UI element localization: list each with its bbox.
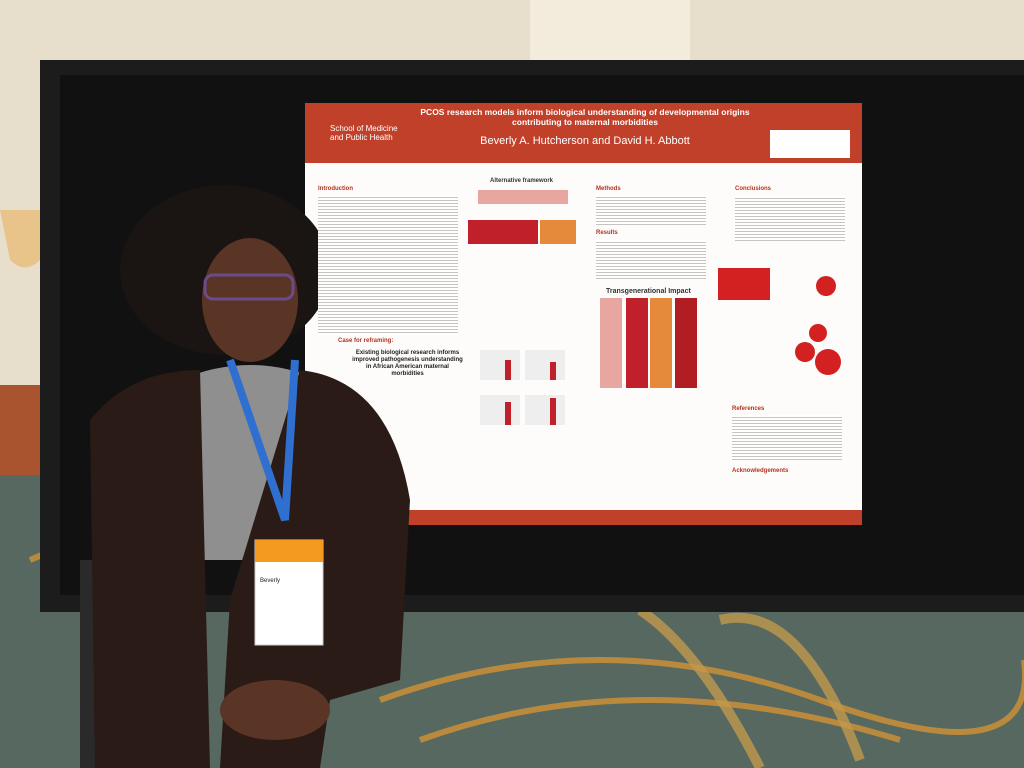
text-block xyxy=(318,195,458,335)
text-block xyxy=(735,196,845,241)
section-heading: References xyxy=(732,406,765,412)
poster-header xyxy=(305,103,862,163)
framework-figure xyxy=(468,190,576,244)
badge-name: Beverly xyxy=(260,578,281,584)
transgenerational-figure xyxy=(600,298,697,388)
institution: School of Medicine and Public Health xyxy=(330,124,398,143)
callout-text: Existing biological research informs imp… xyxy=(352,350,463,377)
pillar xyxy=(530,0,690,70)
section-heading: Results xyxy=(596,230,618,236)
conclusion-figure xyxy=(718,268,841,375)
carpet-pattern xyxy=(637,605,865,768)
text-block xyxy=(732,415,842,460)
poster-authors: Beverly A. Hutcherson and David H. Abbot… xyxy=(480,135,690,147)
section-heading: Case for reframing: xyxy=(338,338,394,344)
section-heading: Acknowledgements xyxy=(732,468,789,474)
text-block xyxy=(596,195,706,225)
section-heading: Introduction xyxy=(318,186,353,192)
wall-lamp xyxy=(0,210,50,268)
person xyxy=(90,185,410,768)
program-logo xyxy=(770,130,850,158)
results-charts xyxy=(480,350,565,425)
text-block xyxy=(596,240,706,280)
section-heading: Transgenerational Impact xyxy=(606,288,691,295)
section-heading: Alternative framework xyxy=(490,178,554,184)
section-heading: Methods xyxy=(596,186,621,192)
poster-title: PCOS research models inform biological u… xyxy=(420,107,750,127)
poster-footer xyxy=(305,510,862,525)
section-heading: Conclusions xyxy=(735,186,772,192)
